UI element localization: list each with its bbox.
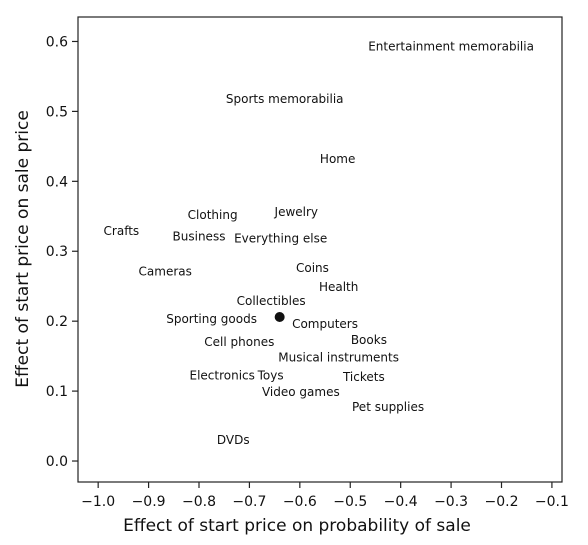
point-label: Sports memorabilia (226, 92, 344, 106)
x-tick-label: −0.5 (333, 494, 367, 510)
marker-point (274, 311, 285, 322)
point-label: Entertainment memorabilia (368, 39, 534, 53)
y-tick-label: 0.0 (46, 454, 68, 470)
x-tick-label: −0.7 (232, 494, 266, 510)
y-tick-label: 0.3 (46, 244, 68, 260)
point-label: Computers (292, 317, 358, 331)
point-label: Clothing (188, 208, 238, 222)
x-tick-label: −0.3 (434, 494, 468, 510)
point-label: Everything else (234, 232, 327, 246)
x-tick-label: −0.9 (132, 494, 166, 510)
point-label: Coins (296, 261, 329, 275)
y-axis-title: Effect of start price on sale price (13, 110, 33, 388)
point-label: Sporting goods (166, 312, 257, 326)
point-label: Collectibles (237, 294, 306, 308)
x-tick-label: −0.8 (182, 494, 216, 510)
x-tick-label: −0.2 (485, 494, 519, 510)
x-axis-title: Effect of start price on probability of … (123, 516, 471, 536)
point-label: Crafts (104, 224, 140, 238)
point-label: Health (319, 280, 358, 294)
point-label: Pet supplies (352, 400, 424, 414)
x-tick-label: −0.4 (384, 494, 418, 510)
y-tick-label: 0.5 (46, 104, 68, 120)
point-label: Tickets (342, 370, 385, 384)
y-tick-label: 0.2 (46, 314, 68, 330)
x-tick-label: −0.1 (535, 494, 569, 510)
y-tick-label: 0.6 (46, 34, 68, 50)
point-label: Toys (257, 369, 284, 383)
point-label: Cameras (139, 265, 192, 279)
point-label: Musical instruments (278, 351, 399, 365)
point-label: DVDs (217, 433, 250, 447)
x-tick-label: −0.6 (283, 494, 317, 510)
point-label: Home (320, 152, 355, 166)
y-axis: 0.0 0.1 0.2 0.3 0.4 0.5 0.6 (46, 34, 78, 470)
point-label: Electronics (189, 369, 254, 383)
x-axis: −1.0 −0.9 −0.8 −0.7 −0.6 −0.5 −0.4 −0.3 −0.2 −0.1 (81, 482, 569, 510)
point-labels: Entertainment memorabilia Sports memorabi… (104, 39, 534, 447)
x-tick-label: −1.0 (81, 494, 115, 510)
plot-frame (77, 16, 563, 483)
point-label: Books (351, 333, 387, 347)
y-tick-label: 0.1 (46, 384, 68, 400)
point-label: Cell phones (204, 335, 274, 349)
y-tick-label: 0.4 (46, 174, 68, 190)
point-label: Jewelry (274, 205, 319, 219)
point-label: Video games (262, 385, 340, 399)
point-label: Business (173, 230, 226, 244)
